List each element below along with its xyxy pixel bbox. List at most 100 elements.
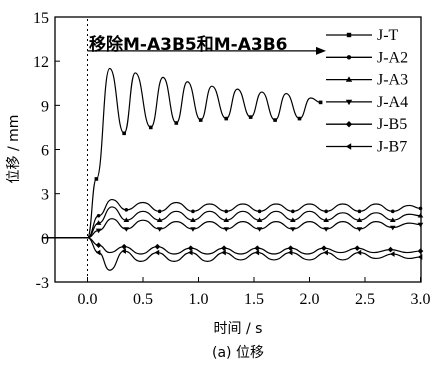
series-line [43,218,421,239]
annotation-arrow-head [316,46,326,55]
legend-entry-j-a3: J-A3 [326,72,408,89]
data-point [121,243,127,250]
legend-entry-j-a4: J-A4 [326,94,408,111]
series-j-a4 [43,218,424,239]
data-point [256,227,263,232]
data-point [254,245,261,251]
series-j-t [43,67,323,239]
legend-marker [345,121,353,128]
series-j-a2 [43,198,423,239]
data-point [318,100,323,105]
y-tick-label: 15 [33,10,49,27]
x-tick-labels: 0.0 0.5 1.0 1.5 2.0 2.5 3.0 [78,291,431,308]
data-point [156,217,163,222]
data-point [417,212,424,218]
x-axis-label: 时间 / s [214,321,263,337]
data-point [356,227,363,232]
data-point [290,227,296,232]
data-point [224,116,229,121]
data-point [297,116,302,121]
y-axis-label: 位移 / mm [6,115,22,184]
y-tick-label: 6 [41,143,49,160]
legend-marker [346,32,352,38]
plot-area: 移除M-A3B5和M-A3B6 J-T J-A2 J-A3 J-A4 J-B5 J-B7 [43,16,424,283]
series-j-b5 [43,237,424,255]
data-point [323,217,329,222]
data-point [224,209,229,214]
y-tick-label: 0 [41,231,49,248]
data-point [123,227,130,232]
data-point [157,209,162,214]
x-tick-label: 3.0 [411,291,431,308]
data-point [94,177,99,181]
y-tick-label: -3 [36,275,49,292]
y-tick-marks [55,16,60,283]
data-point [123,217,130,222]
data-point [321,245,327,251]
data-point [417,222,424,228]
legend-label: J-A4 [377,94,408,111]
legend-marker [345,76,353,82]
series-j-b7 [43,237,423,271]
legend-label: J-B7 [377,139,407,156]
series-line [43,198,421,239]
annotation-text: 移除M-A3B5和M-A3B6 [89,34,288,55]
series-line [43,237,421,271]
y-tick-label: 3 [41,187,49,204]
data-point [96,213,101,218]
data-point [221,249,226,256]
data-point [154,249,160,256]
legend-entry-j-b7: J-B7 [326,139,407,156]
data-point [287,249,293,256]
data-point [121,248,126,254]
data-point [357,209,362,214]
figure-caption: (a) 位移 [212,345,264,361]
data-point [417,254,423,260]
series-line [43,237,421,255]
data-point [287,245,294,251]
data-point [389,225,396,231]
data-point [154,243,161,250]
data-point [174,121,179,125]
data-point [122,131,126,136]
legend-entry-j-b5: J-B5 [326,116,407,133]
legend-label: J-T [377,27,399,44]
data-point [323,249,328,256]
data-point [95,242,102,248]
y-tick-label: 12 [33,54,49,71]
data-point [190,227,196,232]
data-point [257,209,262,214]
y-tick-labels: -3 0 3 6 9 12 15 [33,10,49,292]
data-point [223,227,230,232]
legend: J-T J-A2 J-A3 J-A4 J-B5 J-B7 [326,27,408,156]
data-point [187,249,193,256]
series-j-a3 [43,206,424,239]
data-point [387,246,394,253]
data-point [273,118,277,122]
data-point [248,115,253,119]
data-point [198,118,203,122]
data-point [191,209,195,214]
x-tick-label: 2.5 [355,291,375,308]
data-point [148,125,153,130]
x-tick-label: 0.5 [133,291,153,308]
data-point [95,249,101,256]
data-point [418,206,423,211]
legend-label: J-A2 [377,49,408,66]
legend-entry-j-t: J-T [326,27,399,44]
data-point [190,217,196,222]
data-point [290,217,296,222]
data-point [254,249,260,256]
data-point [323,227,329,232]
legend-marker [345,143,352,150]
data-point [223,217,230,222]
data-point [291,209,295,214]
legend-marker [346,55,352,60]
annotation-group: 移除M-A3B5和M-A3B6 [87,34,326,55]
data-point [354,245,361,251]
x-tick-label: 1.0 [189,291,209,308]
data-point [356,249,362,256]
x-tick-marks [87,277,421,282]
data-point [187,245,194,251]
